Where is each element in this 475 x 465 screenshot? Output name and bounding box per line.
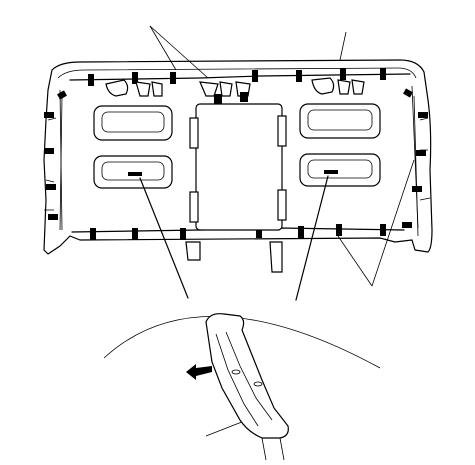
clip — [46, 184, 56, 190]
map-lamp-left — [93, 155, 173, 189]
clip — [256, 226, 262, 238]
sunvisor-holder-right — [311, 77, 365, 95]
callout-leaders — [139, 25, 415, 437]
leader-lamp-right — [295, 175, 329, 301]
clip — [298, 226, 304, 238]
clip — [48, 214, 58, 220]
clip — [402, 222, 412, 228]
clip — [57, 90, 67, 100]
lower-tabs — [185, 241, 283, 273]
clip — [44, 112, 54, 118]
clip — [380, 224, 386, 236]
leader-lamp-left — [139, 177, 189, 299]
clip — [132, 72, 138, 84]
clip — [252, 70, 258, 82]
grab-handle-right — [299, 103, 381, 139]
clip — [418, 112, 428, 118]
clip — [88, 74, 94, 86]
push-direction-arrow — [186, 364, 212, 380]
clip — [132, 228, 138, 240]
leader-clips-right — [371, 159, 415, 287]
clip — [412, 186, 422, 192]
clip — [340, 68, 346, 80]
map-lamp-right — [299, 153, 381, 187]
clip — [180, 228, 186, 240]
leader-harness-top — [339, 31, 347, 61]
clip — [403, 88, 413, 98]
center-console-pad — [189, 92, 287, 231]
clip — [416, 150, 426, 156]
harness-clips — [44, 68, 428, 240]
clip — [90, 228, 96, 240]
detail-magnifier — [103, 313, 381, 461]
clip — [380, 68, 386, 80]
clip — [44, 148, 54, 154]
clip — [170, 72, 176, 84]
leader-clips-top — [149, 25, 177, 71]
clip — [296, 70, 302, 82]
leader-clips-right — [337, 235, 373, 287]
leader-clips-top — [149, 25, 209, 79]
grab-handle-left — [93, 105, 173, 141]
sunvisor-holder-left — [105, 79, 163, 97]
clip — [336, 224, 342, 236]
